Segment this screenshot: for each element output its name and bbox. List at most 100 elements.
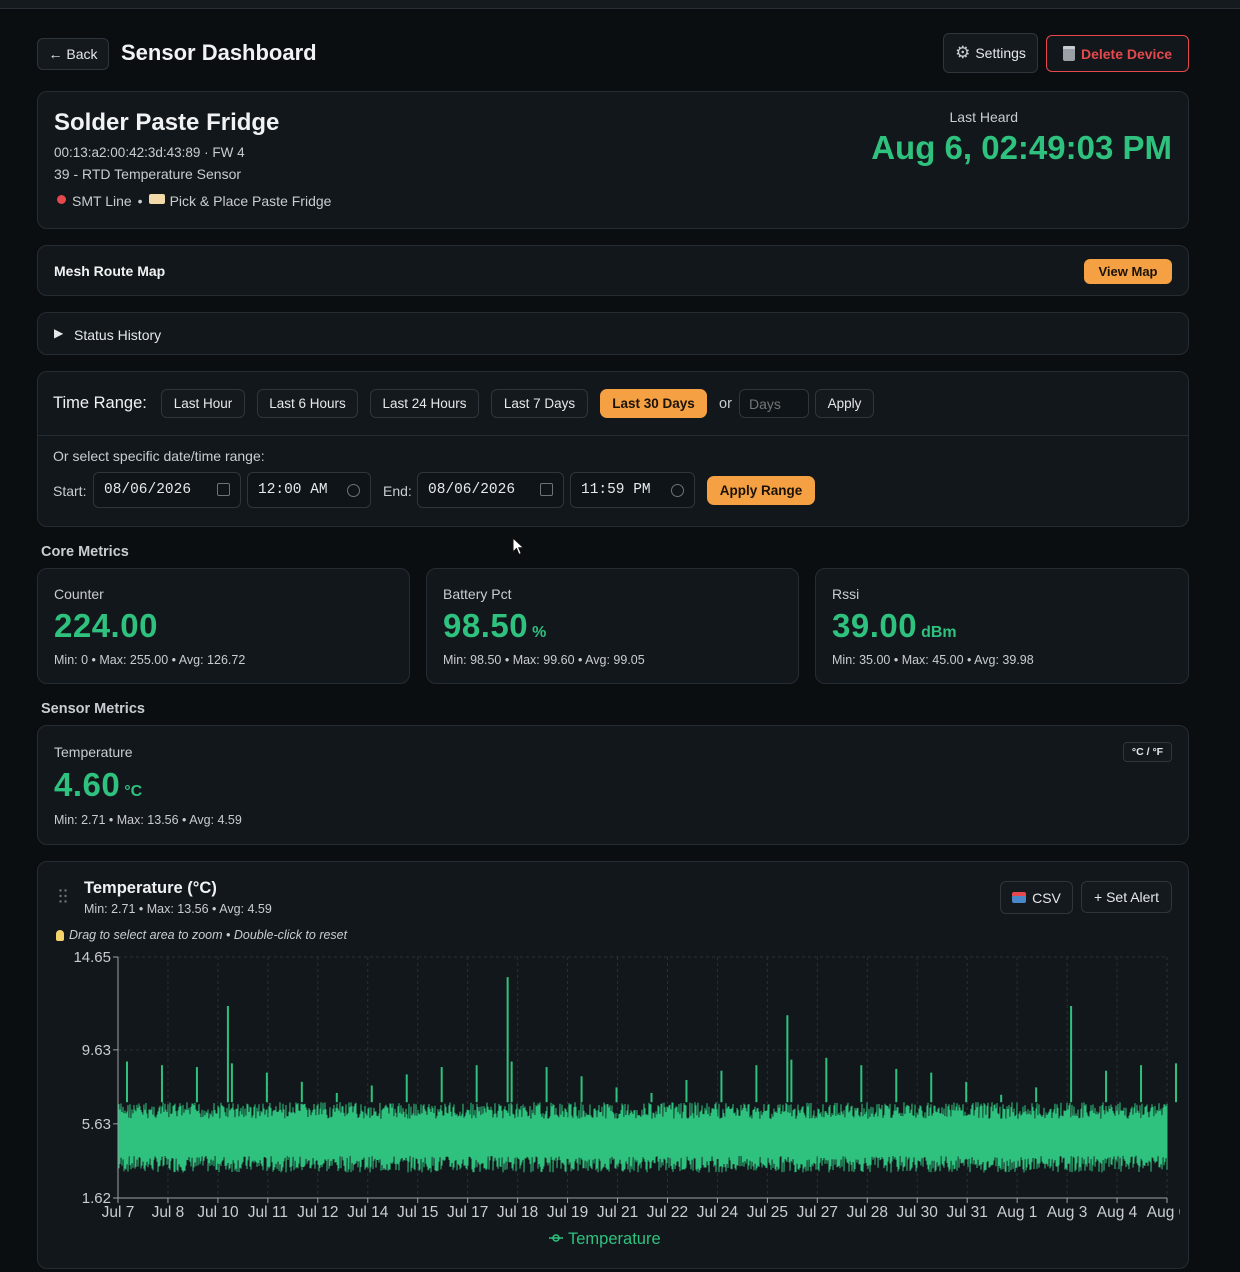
y-tick-label: 5.63: [82, 1116, 111, 1133]
x-tick-label: Jul 24: [697, 1204, 739, 1221]
x-tick-label: Jul 17: [447, 1204, 488, 1221]
download-tray-icon: [1012, 892, 1027, 903]
unit-toggle-button[interactable]: °C / °F: [1123, 742, 1172, 762]
mesh-route-title: Mesh Route Map: [54, 263, 166, 279]
clock-icon: [671, 484, 684, 497]
metric-label: Temperature: [54, 744, 133, 760]
csv-export-button[interactable]: CSV: [1000, 881, 1073, 914]
sensor-metrics-title: Sensor Metrics: [41, 701, 145, 717]
zoom-hint: Drag to select area to zoom • Double-cli…: [56, 928, 347, 942]
last-heard-value: Aug 6, 02:49:03 PM: [871, 129, 1172, 166]
x-axis-labels: Jul 7 Jul 8 Jul 10 Jul 11 Jul 12 Jul 14 Jul 15…: [102, 1204, 1180, 1221]
status-history-toggle[interactable]: ▶ Status History: [37, 312, 1189, 355]
specific-range-label: Or select specific date/time range:: [53, 448, 265, 464]
page-title: Sensor Dashboard: [121, 40, 317, 65]
y-tick-label: 14.65: [73, 950, 111, 966]
pin-icon: [57, 194, 66, 204]
temperature-chart-card: [37, 861, 1189, 1269]
x-tick-label: Aug 3: [1047, 1204, 1088, 1221]
tag-icon: [148, 194, 165, 204]
metric-card-counter: Counter 224.00 Min: 0 • Max: 255.00 • Av…: [37, 568, 410, 684]
chart-legend[interactable]: Temperature: [549, 1230, 661, 1248]
x-tick-label: Aug 1: [997, 1204, 1038, 1221]
days-apply-button[interactable]: Apply: [815, 389, 874, 418]
x-tick-label: Jul 19: [547, 1204, 588, 1221]
metric-value: 98.50%: [443, 607, 547, 644]
metric-stats: Min: 0 • Max: 255.00 • Avg: 126.72: [54, 653, 246, 667]
range-last-24-hours-button[interactable]: Last 24 Hours: [370, 389, 479, 418]
series-spikes: [126, 977, 1177, 1103]
back-button[interactable]: ← Back: [37, 38, 109, 70]
metric-card-temperature: Temperature 4.60 °C Min: 2.71 • Max: 13.5…: [37, 725, 1189, 845]
end-time-input[interactable]: 11:59 PM: [570, 472, 695, 508]
x-tick-label: Jul 31: [947, 1204, 988, 1221]
x-tick-label: Aug 4: [1097, 1204, 1138, 1221]
metric-card-battery: Battery Pct 98.50% Min: 98.50 • Max: 99.…: [426, 568, 799, 684]
x-tick-label: Jul 28: [847, 1204, 888, 1221]
end-date-input[interactable]: 08/06/2026: [417, 472, 564, 508]
x-tick-label: Jul 27: [797, 1204, 838, 1221]
metric-value: 4.60 °C: [54, 766, 143, 803]
legend-label-temperature: Temperature: [568, 1230, 661, 1248]
metric-value: 224.00: [54, 607, 158, 644]
start-time-input[interactable]: 12:00 AM: [247, 472, 371, 508]
y-tick-label: 1.62: [82, 1190, 111, 1207]
device-location-row: SMT Line • Pick & Place Paste Fridge: [54, 193, 331, 209]
metric-label: Battery Pct: [443, 586, 512, 602]
temperature-line-chart[interactable]: 14.65 9.63 5.63 1.62 Jul 7 Jul 8 Jul 10 Jul 11…: [60, 950, 1180, 1255]
mesh-route-card: Mesh Route Map View Map: [37, 245, 1189, 296]
x-tick-label: Jul 21: [597, 1204, 638, 1221]
drag-handle-icon[interactable]: [59, 889, 67, 903]
chart-title: Temperature (°C): [84, 879, 217, 897]
start-label: Start:: [53, 483, 87, 499]
metric-stats: Min: 2.71 • Max: 13.56 • Avg: 4.59: [54, 813, 242, 827]
location-separator: •: [137, 193, 143, 209]
chart-stats: Min: 2.71 • Max: 13.56 • Avg: 4.59: [84, 902, 272, 916]
set-alert-button[interactable]: + Set Alert: [1081, 881, 1172, 913]
legend-swatch-marker: [552, 1234, 560, 1242]
range-last-hour-button[interactable]: Last Hour: [161, 389, 245, 418]
device-tag: Pick & Place Paste Fridge: [169, 193, 332, 209]
x-tick-label: Jul 30: [897, 1204, 939, 1221]
clock-icon: [347, 484, 360, 497]
metric-label: Rssi: [832, 586, 860, 602]
y-tick-label: 9.63: [82, 1042, 111, 1059]
device-location: SMT Line: [72, 193, 132, 209]
x-tick-label: Jul 12: [297, 1204, 338, 1221]
settings-button[interactable]: ⚙ Settings: [943, 33, 1038, 73]
x-tick-label: Jul 8: [152, 1204, 185, 1221]
start-date-input[interactable]: 08/06/2026: [93, 472, 241, 508]
delete-device-button[interactable]: Delete Device: [1046, 35, 1189, 72]
series-line-temperature: [117, 1102, 1168, 1173]
lightbulb-icon: [56, 929, 64, 941]
x-tick-label: Jul 7: [102, 1204, 135, 1221]
mouse-cursor-icon: [512, 537, 525, 556]
days-input[interactable]: [739, 389, 809, 418]
time-range-divider: [38, 435, 1188, 436]
time-range-label: Time Range:: [53, 394, 147, 412]
x-tick-label: Jul 15: [397, 1204, 438, 1221]
x-tick-label: Jul 18: [497, 1204, 538, 1221]
device-mac-fw: 00:13:a2:00:42:3d:43:89 · FW 4: [54, 145, 245, 160]
x-tick-label: Jul 22: [647, 1204, 688, 1221]
x-tick-label: Jul 10: [197, 1204, 239, 1221]
x-tick-label: Jul 11: [248, 1204, 288, 1221]
window-top-bar: [0, 0, 1240, 9]
view-map-button[interactable]: View Map: [1084, 259, 1172, 284]
trash-icon: [1062, 46, 1075, 61]
gear-icon: ⚙: [955, 43, 971, 62]
or-label: or: [719, 396, 732, 412]
range-last-30-days-button[interactable]: Last 30 Days: [600, 389, 707, 418]
metric-stats: Min: 35.00 • Max: 45.00 • Avg: 39.98: [832, 653, 1034, 667]
metric-stats: Min: 98.50 • Max: 99.60 • Avg: 99.05: [443, 653, 645, 667]
apply-range-button[interactable]: Apply Range: [707, 476, 815, 505]
last-heard-label: Last Heard: [949, 109, 1018, 125]
x-tick-label: Jul 14: [347, 1204, 389, 1221]
y-axis-labels: 14.65 9.63 5.63 1.62: [73, 950, 111, 1207]
range-last-7-days-button[interactable]: Last 7 Days: [491, 389, 588, 418]
range-last-6-hours-button[interactable]: Last 6 Hours: [257, 389, 358, 418]
expand-triangle-icon: ▶: [54, 326, 64, 340]
end-label: End:: [383, 483, 412, 499]
status-history-title: Status History: [74, 327, 162, 343]
device-type: 39 - RTD Temperature Sensor: [54, 166, 242, 182]
